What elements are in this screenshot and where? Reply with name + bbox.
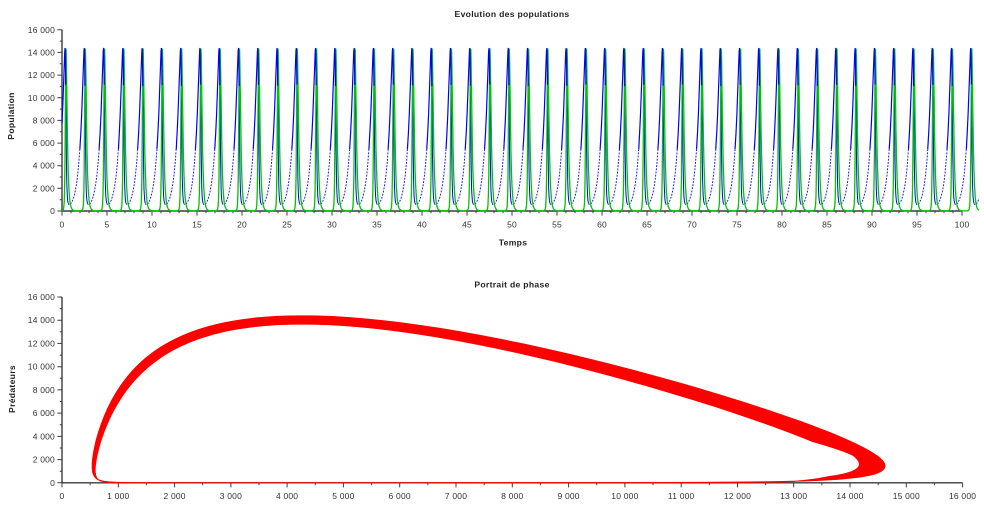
svg-text:4 000: 4 000: [276, 491, 298, 501]
svg-text:12 000: 12 000: [28, 338, 55, 348]
svg-text:6 000: 6 000: [33, 138, 55, 148]
svg-text:13 000: 13 000: [780, 491, 807, 501]
svg-text:2 000: 2 000: [33, 183, 55, 193]
svg-text:10: 10: [147, 220, 157, 230]
svg-text:2 000: 2 000: [33, 455, 55, 465]
svg-text:45: 45: [462, 220, 472, 230]
svg-text:20: 20: [237, 220, 247, 230]
svg-text:5: 5: [105, 220, 110, 230]
svg-text:10 000: 10 000: [28, 362, 55, 372]
svg-text:50: 50: [507, 220, 517, 230]
svg-text:Temps: Temps: [499, 238, 528, 248]
svg-text:0: 0: [50, 478, 55, 488]
svg-text:16 000: 16 000: [28, 292, 55, 302]
svg-text:14 000: 14 000: [28, 47, 55, 57]
svg-text:85: 85: [822, 220, 832, 230]
svg-text:35: 35: [372, 220, 382, 230]
svg-text:75: 75: [732, 220, 742, 230]
svg-text:11 000: 11 000: [668, 491, 695, 501]
svg-text:80: 80: [777, 220, 787, 230]
svg-text:95: 95: [912, 220, 922, 230]
svg-text:25: 25: [282, 220, 292, 230]
svg-text:12 000: 12 000: [28, 70, 55, 80]
svg-text:15 000: 15 000: [893, 491, 920, 501]
svg-text:0: 0: [50, 206, 55, 216]
svg-text:10 000: 10 000: [611, 491, 638, 501]
svg-text:14 000: 14 000: [836, 491, 863, 501]
svg-text:60: 60: [597, 220, 607, 230]
svg-text:8 000: 8 000: [33, 385, 55, 395]
svg-text:8 000: 8 000: [501, 491, 523, 501]
svg-text:65: 65: [642, 220, 652, 230]
svg-text:2 000: 2 000: [163, 491, 185, 501]
svg-text:1 000: 1 000: [107, 491, 129, 501]
svg-text:70: 70: [687, 220, 697, 230]
svg-text:14 000: 14 000: [28, 315, 55, 325]
svg-text:100: 100: [955, 220, 970, 230]
svg-text:Portrait de phase: Portrait de phase: [474, 280, 549, 290]
svg-text:16 000: 16 000: [949, 491, 976, 501]
svg-text:55: 55: [552, 220, 562, 230]
svg-text:0: 0: [60, 491, 65, 501]
svg-text:4 000: 4 000: [33, 161, 55, 171]
svg-text:12 000: 12 000: [724, 491, 751, 501]
svg-text:4 000: 4 000: [33, 431, 55, 441]
svg-text:Population: Population: [6, 92, 16, 139]
svg-text:9 000: 9 000: [557, 491, 579, 501]
svg-text:5 000: 5 000: [332, 491, 354, 501]
svg-text:16 000: 16 000: [28, 25, 55, 35]
svg-text:8 000: 8 000: [33, 115, 55, 125]
svg-text:6 000: 6 000: [389, 491, 411, 501]
svg-text:Prédateurs: Prédateurs: [7, 365, 17, 413]
svg-text:10 000: 10 000: [28, 93, 55, 103]
svg-text:90: 90: [867, 220, 877, 230]
svg-text:40: 40: [417, 220, 427, 230]
svg-text:30: 30: [327, 220, 337, 230]
svg-text:0: 0: [60, 220, 65, 230]
svg-text:15: 15: [192, 220, 202, 230]
svg-text:3 000: 3 000: [220, 491, 242, 501]
svg-text:7 000: 7 000: [445, 491, 467, 501]
svg-text:Evolution des populations: Evolution des populations: [455, 9, 570, 19]
svg-text:6 000: 6 000: [33, 408, 55, 418]
